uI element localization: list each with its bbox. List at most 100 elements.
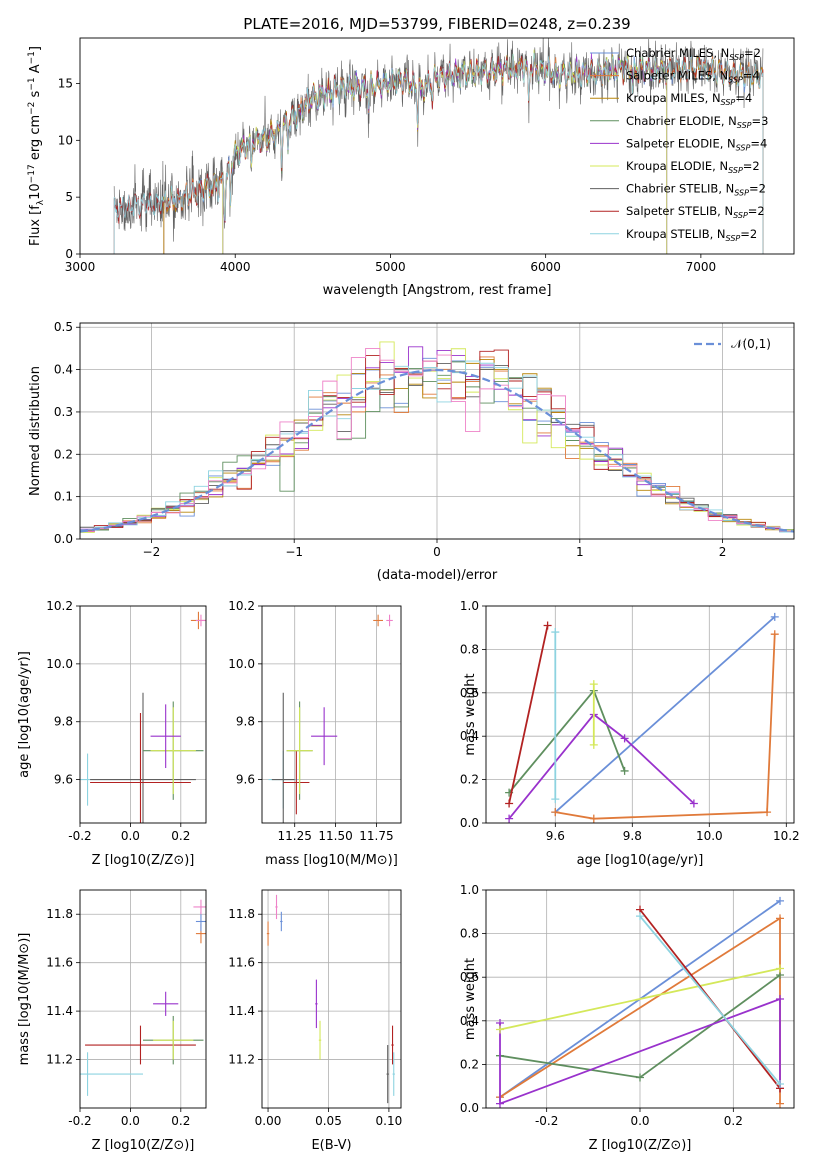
error-cross-chabrier_stelib [271,692,295,823]
plot-area-mass_vs_Z [80,899,206,1096]
y-axis-label: age [log10(age/yr)] [17,651,32,778]
x-tick-label: 0.2 [171,829,190,843]
error-cross-salpeter_miles [266,921,270,946]
legend-label-salpeter_miles: Salpeter MILES, NSSP=4 [626,69,760,85]
panel-age_vs_Z: -0.2 0.0 0.2 9.6 9.8 10.0 10.2 Z [log10(Z/Z⊙)] a… [17,599,207,868]
error-cross-salpeter_stelib [85,1025,196,1065]
weight-line-chabrier_miles [554,616,776,813]
weight-marker-salpeter_miles [776,1099,784,1108]
x-tick-label: −1 [285,545,303,559]
x-axis-label: age [log10(age/yr)] [577,853,704,868]
weight-line-salpeter_elodie [508,713,695,820]
plot-area-mass_vs_ebv [266,894,395,1104]
legend-label-kroupa_stelib: Kroupa STELIB, NSSP=2 [626,227,757,243]
error-cross-salpeter_elodie [153,991,179,1016]
y-tick-label: 0.0 [460,1101,479,1115]
y-tick-label: 0.4 [460,1014,479,1028]
y-tick-label: 1.0 [460,599,479,613]
y-tick-label: 0.0 [54,532,73,546]
x-axis-label: Z [log10(Z/Z⊙)] [589,1138,692,1153]
panel-age_vs_mass: 11.25 11.50 11.75 9.6 9.8 10.0 10.2 mass [log10… [228,599,402,868]
error-cross-kroupa_stelib [80,1052,143,1096]
y-tick-label: 11.2 [46,1053,73,1067]
error-cross-salpeter_elodie [150,704,181,769]
panel-mass_vs_ebv: 0.00 0.05 0.10 11.2 11.4 11.6 11.8 E(B-V) [228,889,403,1153]
legend-label-kroupa_miles: Kroupa MILES, NSSP=4 [626,91,752,107]
y-tick-label: 9.6 [236,773,255,787]
y-tick-label: 0.2 [54,447,73,461]
x-tick-label: 11.75 [359,829,393,843]
x-tick-label: 0.05 [315,1114,342,1128]
x-tick-label: 4000 [220,260,251,274]
axes-frame [485,605,795,824]
y-tick-label: 10.2 [46,599,73,613]
axes-frame [79,605,207,824]
y-tick-label: 0.8 [460,927,479,941]
error-cross-chabrier_miles [280,911,283,932]
y-axis-label: mass [log10(M/M⊙)] [17,933,32,1066]
x-axis-label: Z [log10(Z/Z⊙)] [92,853,195,868]
y-tick-label: 0.6 [460,686,479,700]
x-axis-label: mass [log10(M/M⊙)] [265,853,398,868]
weight-marker-salpeter_miles [763,808,772,817]
weight-marker-salpeter_miles [551,808,560,817]
y-tick-label: 0.1 [54,490,73,504]
error-cross-kroupa_elodie [153,1020,194,1060]
y-tick-label: 0.8 [460,642,479,656]
weight-marker-salpeter_elodie [776,995,784,1003]
spectrum-legend: Chabrier MILES, NSSP=2 Salpeter MILES, NS… [590,46,768,243]
y-tick-label: 11.8 [228,907,255,921]
x-axis-label: E(B-V) [311,1138,351,1153]
error-cross-kroupa_elodie [150,707,196,795]
x-tick-label: 0.2 [724,1114,743,1128]
weight-marker-kroupa_stelib [636,912,644,921]
error-cross-pink [193,899,206,915]
error-cross-pink [386,614,393,627]
x-tick-label: 5000 [375,260,406,274]
weight-line-kroupa_stelib [639,915,781,1085]
legend-label-chabrier_miles: Chabrier MILES, NSSP=2 [626,46,761,62]
histogram-pink [80,347,794,539]
y-tick-label: 9.8 [54,715,73,729]
y-tick-label: 0.4 [460,729,479,743]
y-tick-label: 0.6 [460,970,479,984]
error-cross-salpeter_elodie [311,707,338,766]
y-tick-label: 11.6 [228,956,255,970]
error-cross-chabrier_stelib [90,692,196,823]
x-tick-label: -0.2 [68,1114,91,1128]
y-tick-label: 15 [58,76,73,90]
x-tick-label: 11.50 [318,829,352,843]
weight-line-salpeter_stelib [508,625,549,804]
x-tick-label: 0.10 [376,1114,403,1128]
weight-marker-salpeter_miles [770,630,779,639]
y-tick-label: 0 [65,247,73,261]
weight-line-salpeter_miles [555,634,776,820]
x-tick-label: -0.2 [535,1114,558,1128]
weight-marker-salpeter_elodie [505,814,514,823]
weight-marker-salpeter_stelib [505,799,514,808]
weight-marker-salpeter_elodie [496,1099,504,1108]
spectrum-model-kroupa_stelib [113,52,764,254]
error-cross-salpeter_stelib [283,750,310,815]
x-tick-label: 0.0 [121,1114,140,1128]
axes-frame [261,605,402,824]
plot-area-weight_vs_age [505,612,779,823]
y-axis-label: mass weight [463,673,478,755]
axes-frame [79,889,207,1109]
y-tick-label: 9.8 [236,715,255,729]
weight-marker-kroupa_elodie [776,964,784,973]
weight-marker-salpeter_elodie [620,734,629,743]
legend-label-chabrier_stelib: Chabrier STELIB, NSSP=2 [626,182,766,198]
x-tick-label: 10.2 [773,829,800,843]
x-tick-label: 11.25 [278,829,312,843]
x-axis-label: (data-model)/error [377,568,498,583]
y-tick-label: 11.6 [46,956,73,970]
error-cross-kroupa_elodie [318,1020,322,1060]
panel-spectrum: 3000 4000 5000 6000 7000 0 5 10 15 Chabrier MILES… [27,37,795,298]
x-tick-label: 10.0 [696,829,723,843]
x-tick-label: 1 [576,545,584,559]
y-tick-label: 5 [65,190,73,204]
x-tick-label: 0.2 [171,1114,190,1128]
weight-marker-chabrier_miles [776,896,784,905]
y-tick-label: 0.5 [54,320,73,334]
